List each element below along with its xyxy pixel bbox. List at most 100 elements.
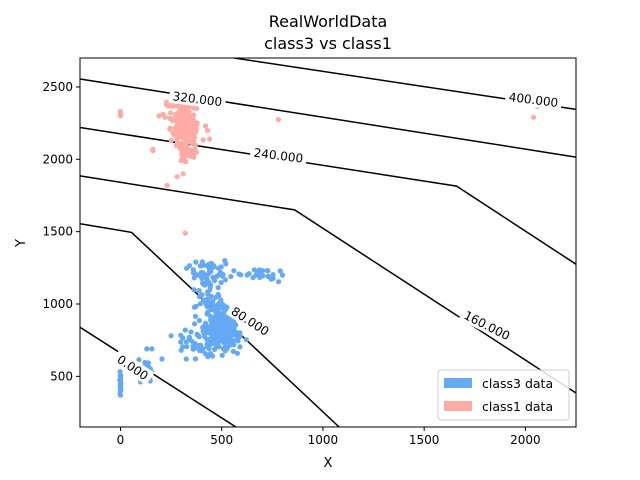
data-point bbox=[178, 347, 184, 353]
data-point bbox=[218, 280, 224, 286]
data-point bbox=[230, 348, 236, 354]
data-point bbox=[168, 110, 174, 116]
data-point bbox=[231, 268, 237, 274]
data-point bbox=[251, 267, 257, 273]
data-point bbox=[204, 336, 210, 342]
contour-line bbox=[80, 326, 237, 427]
contour-line bbox=[80, 78, 576, 158]
data-point bbox=[118, 381, 124, 387]
data-point bbox=[265, 268, 271, 274]
data-point bbox=[199, 259, 205, 265]
data-point bbox=[279, 272, 285, 278]
data-point bbox=[184, 344, 190, 350]
data-point bbox=[196, 317, 202, 324]
data-point bbox=[117, 388, 124, 394]
data-point bbox=[189, 140, 195, 146]
data-point bbox=[222, 277, 228, 283]
contour-label-bg bbox=[225, 301, 276, 341]
contour-line bbox=[80, 126, 576, 265]
legend-swatch-class3 bbox=[444, 378, 472, 388]
data-point bbox=[213, 294, 219, 300]
data-point bbox=[180, 141, 186, 147]
data-point bbox=[181, 127, 187, 133]
data-point bbox=[183, 158, 189, 165]
data-point bbox=[186, 128, 192, 134]
data-point bbox=[182, 327, 188, 333]
data-point bbox=[176, 141, 182, 147]
data-point bbox=[207, 136, 213, 142]
contour-label: 400.000 bbox=[504, 88, 563, 111]
data-point bbox=[214, 309, 220, 316]
data-point bbox=[219, 305, 225, 311]
data-point bbox=[231, 327, 237, 333]
data-point bbox=[184, 118, 190, 124]
data-point bbox=[257, 274, 263, 281]
data-point bbox=[194, 121, 200, 128]
data-point bbox=[218, 297, 224, 303]
data-point bbox=[196, 293, 202, 300]
data-point bbox=[205, 297, 211, 303]
data-point bbox=[192, 356, 199, 362]
x-axis: 0 500 1000 1500 2000 bbox=[117, 427, 541, 447]
data-point bbox=[176, 121, 182, 127]
data-point bbox=[203, 320, 209, 326]
data-point bbox=[171, 117, 177, 123]
data-point bbox=[178, 339, 184, 345]
data-point bbox=[191, 275, 197, 281]
data-point bbox=[117, 392, 124, 398]
data-point bbox=[243, 337, 249, 343]
data-point bbox=[168, 137, 174, 143]
data-point bbox=[186, 335, 193, 341]
data-point bbox=[200, 137, 206, 143]
data-point bbox=[118, 372, 124, 379]
data-point bbox=[270, 272, 276, 278]
data-point bbox=[192, 321, 198, 327]
data-point bbox=[178, 332, 184, 338]
y-tick-label: 2000 bbox=[42, 152, 73, 166]
x-axis-label: X bbox=[324, 456, 333, 471]
data-point bbox=[149, 346, 155, 352]
data-point bbox=[213, 331, 219, 337]
data-point bbox=[236, 271, 242, 277]
data-point bbox=[207, 284, 213, 290]
data-point bbox=[268, 276, 274, 282]
data-point bbox=[226, 333, 232, 339]
x-tick-label: 1500 bbox=[409, 433, 440, 447]
data-point bbox=[156, 113, 162, 119]
data-point bbox=[208, 324, 214, 330]
data-point bbox=[191, 112, 197, 118]
data-point bbox=[163, 102, 170, 108]
data-point bbox=[191, 287, 197, 293]
data-point bbox=[208, 293, 214, 299]
data-point bbox=[223, 322, 229, 328]
y-tick-label: 1500 bbox=[42, 225, 73, 239]
contour-label-text: 240.000 bbox=[253, 146, 304, 166]
data-point bbox=[218, 335, 224, 341]
data-point bbox=[218, 312, 224, 318]
data-point bbox=[192, 146, 198, 152]
data-point bbox=[167, 115, 173, 121]
y-tick-label: 500 bbox=[50, 369, 73, 383]
data-point bbox=[190, 134, 196, 140]
data-point bbox=[187, 123, 193, 129]
contour-line bbox=[80, 222, 340, 427]
data-point bbox=[215, 285, 221, 291]
data-point bbox=[224, 337, 230, 343]
data-point bbox=[214, 302, 221, 308]
contour-label-bg bbox=[168, 87, 227, 110]
data-point bbox=[235, 338, 241, 344]
data-point bbox=[231, 338, 237, 344]
data-point bbox=[150, 148, 156, 154]
legend-label-class1: class1 data bbox=[482, 399, 553, 414]
y-axis: 500 1000 1500 2000 2500 bbox=[42, 80, 80, 383]
data-point bbox=[190, 346, 196, 352]
data-point bbox=[222, 258, 228, 264]
data-point bbox=[202, 330, 208, 336]
data-point bbox=[210, 338, 216, 344]
contour-line bbox=[80, 175, 576, 394]
data-point bbox=[244, 272, 250, 278]
data-point bbox=[229, 317, 235, 323]
data-point bbox=[193, 259, 199, 265]
data-point bbox=[207, 268, 214, 274]
data-point bbox=[237, 344, 243, 350]
